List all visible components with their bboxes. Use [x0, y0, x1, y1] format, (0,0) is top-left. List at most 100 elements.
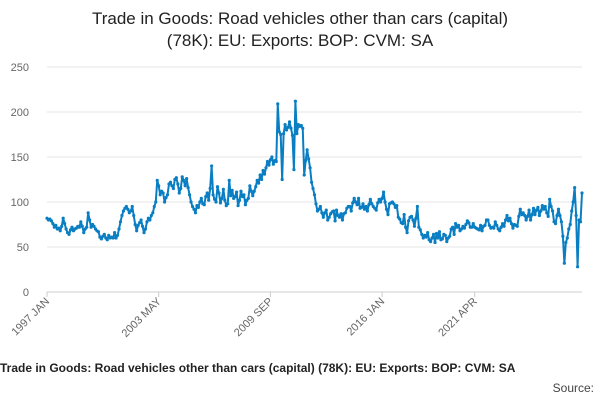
data-point	[157, 184, 161, 188]
data-point	[51, 222, 55, 226]
data-point	[527, 208, 531, 212]
y-axis: 0 50 100 150 200 250	[11, 62, 29, 299]
data-point	[67, 232, 71, 236]
data-point	[293, 99, 297, 103]
data-point	[284, 128, 289, 132]
data-point	[308, 166, 312, 170]
data-point	[564, 240, 568, 245]
data-point	[139, 218, 143, 222]
data-point	[417, 225, 421, 229]
y-tick-label: 250	[11, 62, 29, 74]
data-point	[534, 208, 539, 212]
data-point	[398, 217, 402, 221]
data-point	[551, 209, 555, 213]
data-point	[151, 211, 155, 215]
data-point	[434, 231, 439, 236]
data-point	[64, 227, 68, 231]
data-point	[383, 200, 387, 204]
footer-source: Source:	[552, 381, 594, 395]
data-point	[242, 193, 246, 197]
data-point	[436, 236, 440, 240]
series-line	[46, 100, 583, 268]
data-point	[370, 202, 374, 206]
data-point	[574, 213, 578, 218]
data-point	[121, 209, 126, 213]
data-point	[170, 184, 174, 188]
data-point	[440, 237, 444, 241]
data-point	[521, 211, 525, 215]
x-tick-label: 2016 JAN	[345, 296, 388, 339]
data-point	[323, 211, 327, 215]
data-point	[368, 197, 372, 201]
data-point	[187, 193, 192, 197]
data-point	[179, 186, 183, 191]
data-point	[259, 177, 264, 182]
data-point	[354, 200, 358, 204]
data-point	[361, 202, 365, 206]
data-point	[367, 203, 371, 207]
data-point	[305, 148, 309, 152]
data-point	[117, 227, 121, 231]
data-point	[437, 230, 442, 234]
footer-title: Trade in Goods: Road vehicles other than…	[0, 361, 516, 375]
chart-title-line-2: (78K): EU: Exports: BOP: CVM: SA	[166, 31, 434, 50]
data-point	[332, 209, 336, 213]
data-point	[199, 196, 203, 200]
data-point	[321, 215, 325, 219]
data-point	[252, 189, 256, 193]
data-point	[380, 196, 384, 200]
data-point	[212, 197, 217, 201]
data-point	[214, 200, 218, 204]
data-point	[274, 159, 278, 164]
data-point	[462, 226, 467, 230]
data-point	[340, 218, 345, 222]
data-point	[68, 228, 73, 232]
data-point	[575, 265, 580, 269]
data-point	[498, 229, 502, 233]
data-point	[502, 224, 506, 228]
data-point	[258, 173, 262, 177]
data-point	[362, 207, 367, 211]
data-point	[136, 223, 140, 227]
data-point	[286, 125, 290, 129]
data-point	[424, 235, 428, 239]
data-point	[270, 155, 274, 159]
data-point	[49, 219, 54, 223]
data-point	[60, 224, 64, 228]
data-point	[487, 223, 491, 227]
data-point	[92, 224, 96, 228]
data-point	[351, 201, 355, 205]
data-point	[565, 236, 569, 240]
data-point	[186, 186, 190, 190]
data-point	[236, 204, 240, 208]
data-point	[218, 201, 223, 205]
data-point	[221, 187, 225, 191]
data-point	[205, 191, 209, 195]
data-point	[257, 181, 261, 185]
data-point	[79, 220, 83, 224]
data-point	[292, 168, 296, 172]
data-point	[503, 218, 508, 222]
data-point	[140, 224, 145, 228]
data-point	[480, 229, 484, 233]
data-point	[545, 211, 549, 215]
data-point	[220, 196, 224, 200]
data-point	[364, 204, 368, 209]
data-point	[506, 219, 511, 223]
data-point	[70, 225, 74, 229]
data-point	[539, 209, 543, 213]
data-point	[411, 218, 415, 222]
data-point	[161, 191, 165, 195]
data-point	[418, 228, 422, 232]
data-point	[185, 177, 189, 181]
data-point	[483, 223, 487, 227]
data-point	[182, 178, 186, 182]
data-point	[239, 189, 243, 193]
data-point	[359, 205, 364, 209]
data-point	[352, 196, 356, 200]
data-point	[501, 222, 505, 226]
data-point	[254, 185, 258, 189]
data-point	[429, 240, 433, 244]
data-point	[562, 261, 566, 265]
data-point	[114, 236, 118, 240]
